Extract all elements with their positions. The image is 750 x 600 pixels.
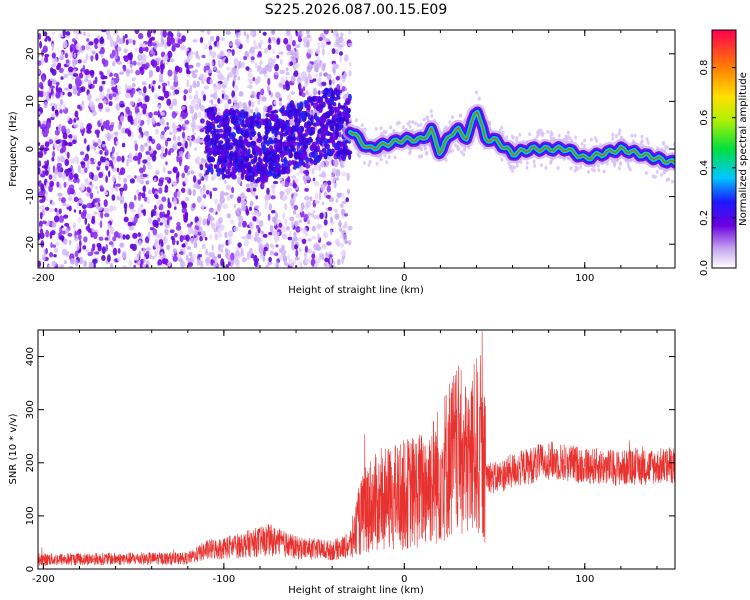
colorbar-ticks: 0.0 0.2 0.4 0.6 0.8 [699,60,736,276]
colorbar-tick-label: 0.2 [699,210,710,226]
y-tick-label: 400 [25,347,36,366]
snr-frame [37,329,676,570]
colorbar-tick-label: 0.0 [699,260,710,276]
snr-panel: -200 -100 0 100 0 100 200 300 400 Height of stra… [8,329,676,596]
colorbar-tick-label: 0.8 [699,60,710,76]
y-tick-label: 0 [25,146,36,152]
snr-series-line [38,331,675,566]
snr-xlabel: Height of straight line (km) [288,585,424,596]
ridge-layer-5 [349,111,675,164]
spectrogram-ylabel: Frequency (Hz) [8,111,19,187]
snr-axes: -200 -100 0 100 0 100 200 300 400 [25,330,675,585]
y-tick-label: 200 [25,453,36,472]
y-tick-label: -10 [25,188,36,204]
y-tick-label: 20 [25,47,36,60]
spectrogram-image [38,30,675,268]
x-tick-label: 0 [401,273,407,284]
colorbar: 0.0 0.2 0.4 0.6 0.8 Normalized spectral ampl… [699,29,749,276]
spectrogram-xlabel: Height of straight line (km) [288,285,424,296]
y-tick-label: 300 [25,400,36,419]
figure-title: S225.2026.087.00.15.E09 [265,2,448,18]
y-tick-label: 100 [25,506,36,525]
x-tick-label: 100 [575,574,594,585]
colorbar-gradient [711,29,737,269]
y-tick-label: 0 [25,566,36,572]
snr-ylabel: SNR (10 * v/v) [8,413,19,484]
colorbar-tick-label: 0.6 [699,110,710,126]
x-tick-label: -100 [213,574,236,585]
x-tick-label: 100 [575,273,594,284]
colorbar-label: Normalized spectral amplitude [738,72,749,226]
y-tick-label: 10 [25,95,36,108]
x-tick-label: 0 [401,574,407,585]
x-tick-label: -200 [32,574,55,585]
colorbar-tick-label: 0.4 [699,160,710,176]
x-tick-label: -100 [213,273,236,284]
y-tick-label: -20 [25,236,36,252]
x-tick-label: -200 [32,273,55,284]
